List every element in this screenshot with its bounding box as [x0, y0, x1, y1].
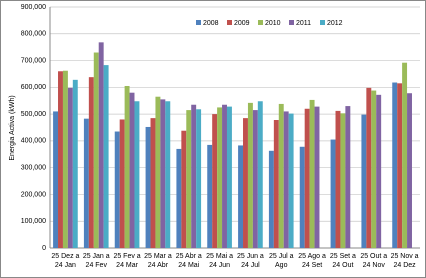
- bar: [366, 87, 372, 248]
- bar: [212, 114, 218, 248]
- x-tick-label: 25 Nov a 24 Dez: [390, 253, 419, 269]
- bar: [62, 70, 68, 248]
- bar: [145, 126, 151, 248]
- bar: [83, 118, 89, 248]
- bar: [186, 110, 192, 248]
- bar: [176, 148, 182, 248]
- legend-label: 2008: [203, 20, 219, 27]
- bar: [361, 114, 367, 248]
- legend-swatch: [196, 20, 201, 25]
- bar: [335, 110, 341, 248]
- bar: [58, 71, 63, 249]
- x-tick-label: 25 Abr a 24 Mai: [175, 253, 202, 269]
- y-tick-label: 900,000: [21, 4, 46, 11]
- bar: [238, 145, 244, 248]
- bar: [119, 119, 125, 248]
- legend-swatch: [258, 20, 263, 25]
- x-tick-label: 25 Out a 24 Nov: [360, 253, 388, 269]
- bar: [340, 113, 346, 249]
- bar: [155, 96, 161, 248]
- y-tick-label: 600,000: [21, 84, 46, 91]
- bar: [67, 87, 73, 248]
- bar: [222, 104, 227, 248]
- bar: [330, 139, 336, 248]
- bar: [53, 111, 59, 248]
- x-tick-label: 25 Jun a 24 Jul: [236, 253, 264, 269]
- y-tick-label: 200,000: [21, 191, 46, 198]
- y-tick-label: 500,000: [21, 111, 46, 118]
- bar: [124, 85, 130, 248]
- bar: [72, 79, 78, 248]
- x-tick-label: 25 Dez a 24 Jan: [51, 253, 80, 269]
- legend-label: 2010: [265, 20, 281, 27]
- bar: [288, 113, 294, 248]
- legend-swatch: [289, 20, 294, 25]
- x-tick-label: 25 Fev a 24 Mar: [113, 253, 141, 269]
- bar: [165, 101, 171, 248]
- bar: [371, 90, 377, 249]
- x-tick-label: 25 Jul a Ago: [268, 253, 294, 269]
- bar: [283, 111, 289, 248]
- legend-label: 2012: [327, 20, 343, 27]
- bar: [103, 65, 109, 248]
- bar: [268, 150, 274, 248]
- bar: [402, 62, 408, 248]
- y-tick-label: 800,000: [21, 31, 46, 38]
- bar: [252, 110, 258, 248]
- bar: [309, 99, 315, 249]
- bar: [345, 106, 351, 248]
- bar: [88, 77, 94, 248]
- bar: [314, 106, 320, 248]
- bar: [376, 94, 382, 248]
- bar: [392, 82, 398, 248]
- bar: [207, 144, 213, 248]
- y-tick-label: 700,000: [21, 57, 46, 64]
- x-tick-label: 25 Jan a 24 Fev: [82, 253, 110, 269]
- bar: [181, 130, 187, 248]
- bar: [191, 104, 197, 248]
- y-tick-label: 300,000: [21, 165, 46, 172]
- legend-label: 2011: [296, 20, 311, 27]
- bar: [304, 108, 310, 248]
- bar: [93, 52, 99, 249]
- bar: [134, 101, 140, 248]
- bar: [243, 118, 248, 248]
- x-tick-label: 25 Set a 24 Out: [329, 253, 356, 269]
- bar: [129, 92, 135, 248]
- bar: [257, 101, 263, 248]
- y-tick-label: 400,000: [21, 138, 46, 145]
- x-tick-label: 25 Mai a 24 Jun: [206, 253, 233, 269]
- y-tick-label: 100,000: [21, 218, 46, 225]
- bar: [217, 107, 223, 249]
- legend-label: 2009: [234, 20, 250, 27]
- y-tick-label: 0: [42, 245, 46, 252]
- bar: [226, 106, 232, 248]
- x-tick-label: 25 Ago a 24 Set: [298, 253, 326, 269]
- bar: [299, 146, 305, 248]
- x-tick-label: 25 Mar a 24 Abr: [144, 253, 172, 269]
- bar: [150, 118, 156, 248]
- bar: [114, 131, 120, 248]
- bar: [273, 120, 279, 248]
- y-axis-label: Energia Activa (kWh): [9, 95, 16, 160]
- bar: [98, 42, 104, 249]
- legend-swatch: [320, 20, 325, 25]
- bar: [407, 93, 412, 248]
- legend-swatch: [227, 20, 232, 25]
- bar: [278, 103, 284, 249]
- bar: [196, 109, 202, 249]
- bar: [397, 83, 403, 248]
- bar: [160, 99, 166, 248]
- bar: [247, 102, 253, 248]
